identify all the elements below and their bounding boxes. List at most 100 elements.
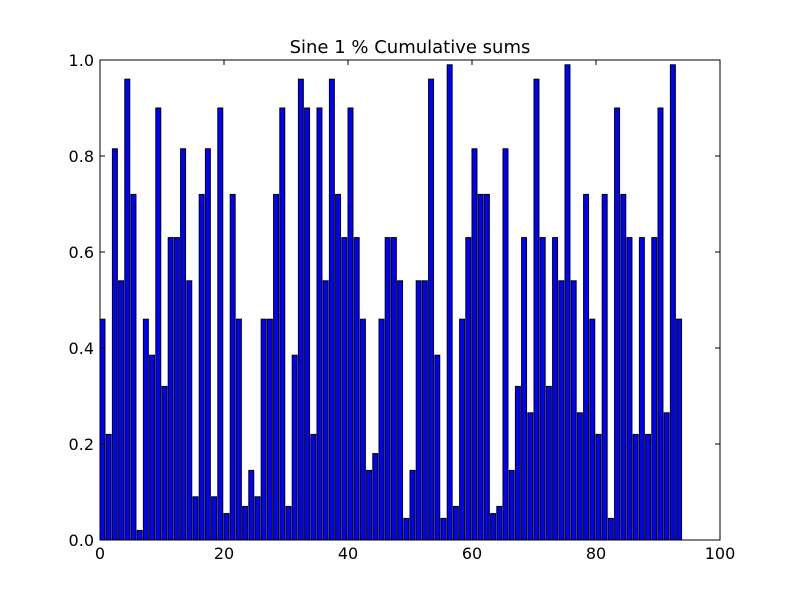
bar-53 bbox=[428, 78, 435, 541]
bar-12 bbox=[173, 237, 180, 541]
bar-66 bbox=[508, 469, 515, 541]
bar-9 bbox=[155, 107, 162, 541]
bar-55 bbox=[440, 517, 447, 541]
bar-39 bbox=[341, 237, 348, 541]
bar-74 bbox=[558, 280, 565, 541]
bar-54 bbox=[434, 354, 441, 541]
bar-75 bbox=[564, 64, 571, 541]
bar-48 bbox=[397, 280, 404, 541]
bar-70 bbox=[533, 78, 540, 541]
bar-45 bbox=[378, 318, 385, 541]
bar-14 bbox=[186, 280, 193, 541]
bar-84 bbox=[620, 193, 627, 541]
axis-ticks: 0 20 40 60 80 100 0.0 0.2 0.4 0.6 0.8 1.0 bbox=[69, 51, 736, 563]
bar-38 bbox=[335, 193, 342, 541]
bar-5 bbox=[130, 193, 137, 541]
bar-31 bbox=[291, 354, 298, 541]
bar-79 bbox=[589, 318, 596, 541]
bar-56 bbox=[446, 64, 453, 541]
bar-80 bbox=[595, 433, 602, 541]
bar-35 bbox=[316, 107, 323, 541]
bar-29 bbox=[279, 107, 286, 541]
bar-23 bbox=[242, 505, 249, 541]
bar-78 bbox=[583, 193, 590, 541]
bar-43 bbox=[366, 469, 373, 541]
bar-72 bbox=[545, 385, 552, 541]
bar-17 bbox=[204, 148, 211, 541]
bar-88 bbox=[645, 433, 652, 541]
bar-64 bbox=[496, 505, 503, 541]
bar-1 bbox=[105, 433, 112, 541]
y-tick-label: 0.8 bbox=[69, 147, 94, 166]
y-tick-label: 0.0 bbox=[69, 531, 94, 550]
bar-7 bbox=[142, 318, 149, 541]
bar-50 bbox=[409, 469, 416, 541]
bar-40 bbox=[347, 107, 354, 541]
bar-3 bbox=[118, 280, 125, 541]
bar-36 bbox=[322, 280, 329, 541]
bar-41 bbox=[353, 237, 360, 541]
y-tick-label: 1.0 bbox=[69, 51, 94, 70]
bar-85 bbox=[626, 237, 633, 541]
bar-65 bbox=[502, 148, 509, 541]
bar-60 bbox=[471, 148, 478, 541]
bar-2 bbox=[111, 148, 118, 541]
bar-58 bbox=[459, 318, 466, 541]
x-tick-label: 40 bbox=[338, 544, 358, 563]
bar-21 bbox=[229, 193, 236, 541]
bar-42 bbox=[359, 318, 366, 541]
bar-4 bbox=[124, 78, 131, 541]
bar-68 bbox=[521, 237, 528, 541]
bar-92 bbox=[669, 64, 676, 541]
x-tick-label: 0 bbox=[95, 544, 105, 563]
bar-25 bbox=[254, 496, 261, 541]
bar-87 bbox=[638, 237, 645, 541]
y-tick-label: 0.4 bbox=[69, 339, 94, 358]
bar-83 bbox=[614, 107, 621, 541]
y-tick-label: 0.2 bbox=[69, 435, 94, 454]
bar-28 bbox=[273, 193, 280, 541]
bar-71 bbox=[539, 237, 546, 541]
x-tick-label: 20 bbox=[214, 544, 234, 563]
bar-32 bbox=[297, 78, 304, 541]
bar-34 bbox=[310, 433, 317, 541]
bar-57 bbox=[452, 505, 459, 541]
bar-0 bbox=[99, 318, 106, 541]
x-tick-label: 60 bbox=[462, 544, 482, 563]
y-tick-label: 0.6 bbox=[69, 243, 94, 262]
bars-group bbox=[99, 64, 683, 541]
bar-6 bbox=[136, 529, 143, 541]
bar-61 bbox=[477, 193, 484, 541]
bar-82 bbox=[607, 517, 614, 541]
bar-30 bbox=[285, 505, 292, 541]
bar-20 bbox=[223, 513, 230, 541]
bar-77 bbox=[576, 412, 583, 541]
bar-37 bbox=[328, 78, 335, 541]
bar-26 bbox=[260, 318, 267, 541]
bar-81 bbox=[601, 193, 608, 541]
bar-18 bbox=[211, 496, 218, 541]
bar-44 bbox=[372, 453, 379, 541]
bar-62 bbox=[483, 193, 490, 541]
x-tick-label: 80 bbox=[586, 544, 606, 563]
bar-51 bbox=[415, 280, 422, 541]
bar-22 bbox=[235, 318, 242, 541]
plot-frame bbox=[99, 59, 721, 541]
bar-89 bbox=[651, 237, 658, 541]
bar-91 bbox=[663, 412, 670, 541]
bar-15 bbox=[192, 496, 199, 541]
chart-title: Sine 1 % Cumulative sums bbox=[290, 37, 531, 58]
bar-76 bbox=[570, 280, 577, 541]
bar-33 bbox=[304, 107, 311, 541]
bar-69 bbox=[527, 412, 534, 541]
bar-47 bbox=[390, 237, 397, 541]
bar-49 bbox=[403, 517, 410, 541]
bar-27 bbox=[266, 318, 273, 541]
bar-67 bbox=[514, 385, 521, 541]
bar-19 bbox=[217, 107, 224, 541]
bar-73 bbox=[552, 237, 559, 541]
bar-8 bbox=[149, 354, 156, 541]
bar-24 bbox=[248, 469, 255, 541]
bar-86 bbox=[632, 433, 639, 541]
